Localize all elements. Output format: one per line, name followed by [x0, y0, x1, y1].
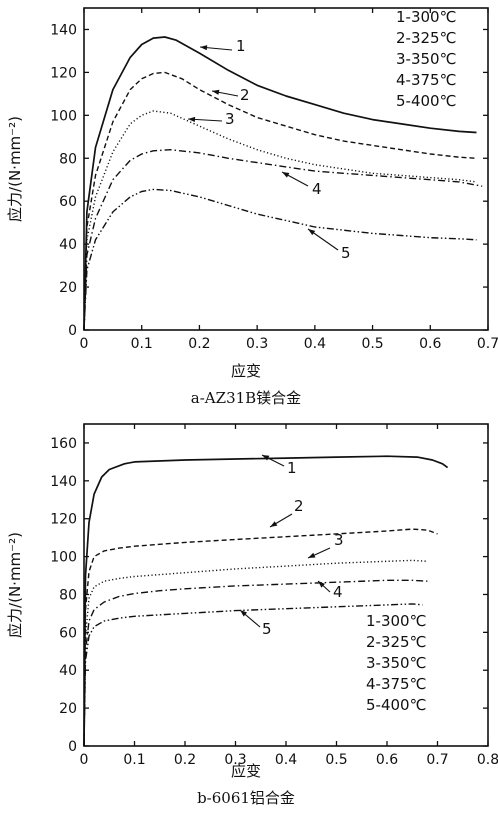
series-line-5 — [83, 603, 423, 747]
label-arrowhead-5 — [308, 229, 316, 236]
y-tick-label: 120 — [50, 512, 77, 528]
y-axis-title: 应力/(N·mm⁻²) — [6, 116, 24, 222]
label-arrowhead-3 — [308, 552, 316, 558]
y-tick-label: 40 — [59, 237, 77, 253]
y-tick-label: 40 — [59, 663, 77, 679]
legend-entry: 1-300℃ — [366, 612, 426, 630]
legend-entry: 4-375℃ — [366, 675, 426, 693]
label-arrowhead-4 — [318, 581, 325, 588]
curve-label-5: 5 — [341, 244, 351, 262]
plot-frame — [83, 423, 489, 747]
curve-label-3: 3 — [225, 110, 235, 128]
legend-entry: 5-400℃ — [366, 696, 426, 714]
label-arrowhead-4 — [282, 172, 290, 178]
curve-label-3: 3 — [334, 531, 344, 549]
series-line-4 — [83, 148, 483, 331]
y-tick-label: 120 — [50, 65, 77, 81]
y-tick-label: 140 — [50, 22, 77, 38]
curve-label-4: 4 — [312, 180, 322, 198]
y-axis-title: 应力/(N·mm⁻²) — [6, 532, 24, 638]
x-axis-title: 应变 — [231, 762, 261, 780]
label-arrowhead-2 — [212, 89, 220, 95]
y-tick-label: 60 — [59, 194, 77, 210]
x-tick-label: 0.4 — [275, 752, 297, 768]
y-tick-label: 20 — [59, 701, 77, 717]
series-line-3 — [83, 559, 428, 747]
label-arrowhead-2 — [270, 521, 278, 527]
curve-label-1: 1 — [236, 37, 246, 55]
curve-label-5: 5 — [262, 620, 272, 638]
legend-entry: 3-350℃ — [396, 50, 456, 68]
series-line-1 — [83, 455, 449, 747]
figure-caption: a-AZ31B镁合金 — [191, 389, 301, 407]
y-tick-label: 0 — [68, 323, 77, 339]
x-tick-label: 0.6 — [419, 336, 441, 352]
label-arrowhead-1 — [262, 455, 270, 461]
legend-entry: 2-325℃ — [396, 29, 456, 47]
x-tick-label: 0.5 — [325, 752, 347, 768]
y-tick-label: 100 — [50, 550, 77, 566]
x-tick-label: 0.2 — [188, 336, 210, 352]
plot-frame — [83, 7, 489, 331]
curve-label-2: 2 — [240, 86, 250, 104]
curve-label-1: 1 — [287, 459, 297, 477]
series-line-2 — [83, 528, 438, 747]
y-tick-label: 60 — [59, 625, 77, 641]
series-line-3 — [83, 110, 477, 331]
x-tick-label: 0.4 — [304, 336, 326, 352]
legend-entry: 2-325℃ — [366, 633, 426, 651]
x-tick-label: 0.8 — [477, 752, 498, 768]
x-tick-label: 0.1 — [123, 752, 145, 768]
series-line-5 — [83, 188, 477, 331]
y-tick-label: 80 — [59, 587, 77, 603]
legend-entry: 1-300℃ — [396, 8, 456, 26]
label-arrowhead-3 — [188, 116, 196, 123]
x-tick-label: 0 — [80, 336, 89, 352]
x-tick-label: 0.3 — [224, 752, 246, 768]
x-tick-label: 0.6 — [376, 752, 398, 768]
legend-entry: 5-400℃ — [396, 92, 456, 110]
x-axis-title: 应变 — [231, 362, 261, 380]
curve-label-4: 4 — [333, 583, 343, 601]
x-tick-label: 0.2 — [174, 752, 196, 768]
x-tick-label: 0.3 — [246, 336, 268, 352]
series-line-4 — [83, 579, 428, 747]
x-tick-label: 0.1 — [131, 336, 153, 352]
series-line-2 — [83, 71, 477, 331]
legend-entry: 4-375℃ — [396, 71, 456, 89]
y-tick-label: 160 — [50, 436, 77, 452]
x-tick-label: 0.5 — [361, 336, 383, 352]
y-tick-label: 140 — [50, 474, 77, 490]
y-tick-label: 20 — [59, 280, 77, 296]
legend-entry: 3-350℃ — [366, 654, 426, 672]
series-line-1 — [83, 36, 477, 331]
x-tick-label: 0.7 — [477, 336, 498, 352]
y-tick-label: 80 — [59, 151, 77, 167]
x-tick-label: 0 — [80, 752, 89, 768]
chart-az31b: 0 0.1 0.2 0.3 0.4 0.5 0.6 0.7 0 20 40 60 80 100 120 140… — [6, 7, 498, 407]
curve-label-2: 2 — [294, 497, 304, 515]
chart-6061: 0 0.1 0.2 0.3 0.4 0.5 0.6 0.7 0.8 0 20 40 60 80 100 120… — [6, 423, 498, 807]
x-tick-label: 0.7 — [426, 752, 448, 768]
y-tick-label: 0 — [68, 739, 77, 755]
y-tick-label: 100 — [50, 108, 77, 124]
label-arrowhead-5 — [240, 610, 248, 617]
figure-caption: b-6061铝合金 — [197, 789, 295, 807]
label-arrowhead-1 — [200, 45, 208, 51]
